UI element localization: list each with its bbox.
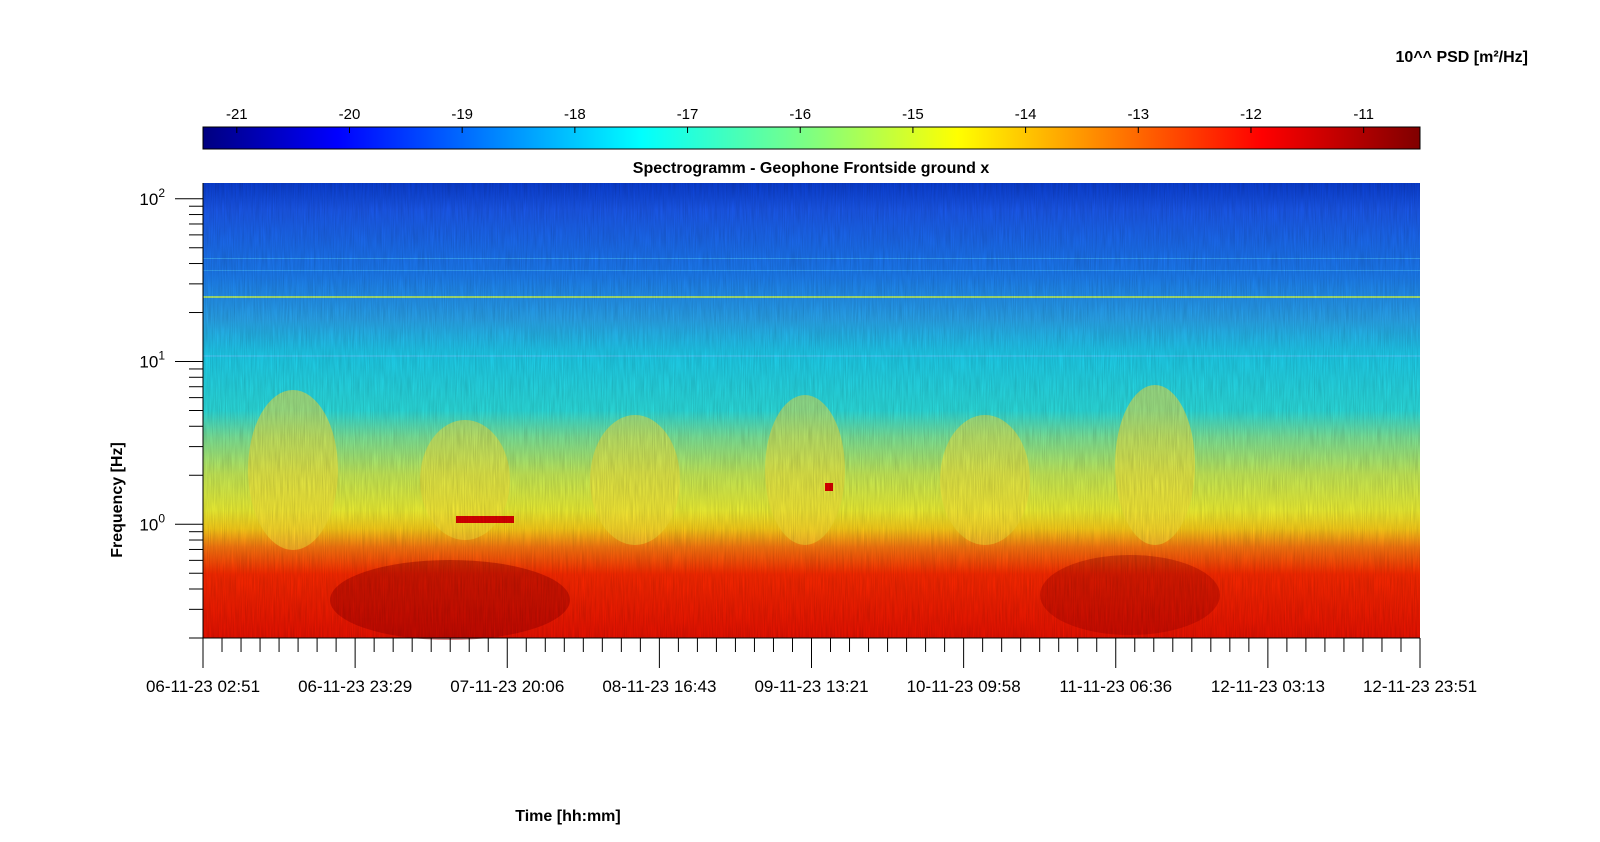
x-tick-label: 12-11-23 23:51 — [1363, 677, 1477, 696]
colorbar-ticks: -21 -20 -19 -18 -17 -16 -15 -14 -13 -12 -11 — [226, 106, 1374, 133]
y-tick-label: 100 — [139, 511, 165, 534]
colorbar-tick-label: -14 — [1015, 106, 1037, 123]
y-tick-label: 102 — [139, 186, 165, 209]
y-tick-label: 101 — [139, 349, 165, 372]
x-tick-label: 09-11-23 13:21 — [754, 677, 868, 696]
spectrogram-image — [203, 183, 1420, 640]
x-tick-label: 06-11-23 02:51 — [146, 677, 260, 696]
y-tick-exponent: 0 — [158, 511, 165, 525]
colorbar-tick-label: -20 — [339, 106, 361, 123]
x-ticks: 06-11-23 02:51 06-11-23 23:29 07-11-23 20:… — [146, 638, 1477, 696]
x-tick-label: 12-11-23 03:13 — [1211, 677, 1325, 696]
colorbar-gradient — [202, 126, 1421, 150]
colorbar-tick-label: -15 — [902, 106, 924, 123]
x-tick-label: 08-11-23 16:43 — [602, 677, 716, 696]
colorbar-tick-label: -16 — [789, 106, 811, 123]
x-axis-label: Time [hh:mm] — [515, 808, 620, 825]
colorbar-tick-label: -21 — [226, 106, 248, 123]
x-tick-label: 07-11-23 20:06 — [450, 677, 564, 696]
chart-title: Spectrogramm - Geophone Frontside ground… — [633, 160, 990, 177]
colorbar-label: 10^^ PSD [m²/Hz] — [1396, 49, 1528, 66]
y-tick-base: 10 — [139, 190, 158, 209]
x-tick-label: 10-11-23 09:58 — [907, 677, 1021, 696]
colorbar-tick-label: -17 — [677, 106, 699, 123]
colorbar-tick-label: -18 — [564, 106, 586, 123]
x-tick-label: 11-11-23 06:36 — [1059, 677, 1172, 696]
spectrogram-texture — [203, 183, 1420, 638]
colorbar-tick-label: -19 — [451, 106, 473, 123]
y-tick-base: 10 — [139, 353, 158, 372]
colorbar-tick-label: -12 — [1240, 106, 1262, 123]
y-tick-base: 10 — [139, 515, 158, 534]
y-axis-label: Frequency [Hz] — [109, 442, 126, 558]
y-tick-exponent: 2 — [158, 186, 165, 200]
colorbar-tick-label: -11 — [1353, 106, 1374, 123]
colorbar: -21 -20 -19 -18 -17 -16 -15 -14 -13 -12 -11 10^^ P… — [202, 49, 1528, 150]
x-axis: 06-11-23 02:51 06-11-23 23:29 07-11-23 20:… — [146, 637, 1477, 825]
y-tick-exponent: 1 — [158, 349, 165, 363]
x-tick-label: 06-11-23 23:29 — [298, 677, 412, 696]
colorbar-tick-label: -13 — [1127, 106, 1149, 123]
